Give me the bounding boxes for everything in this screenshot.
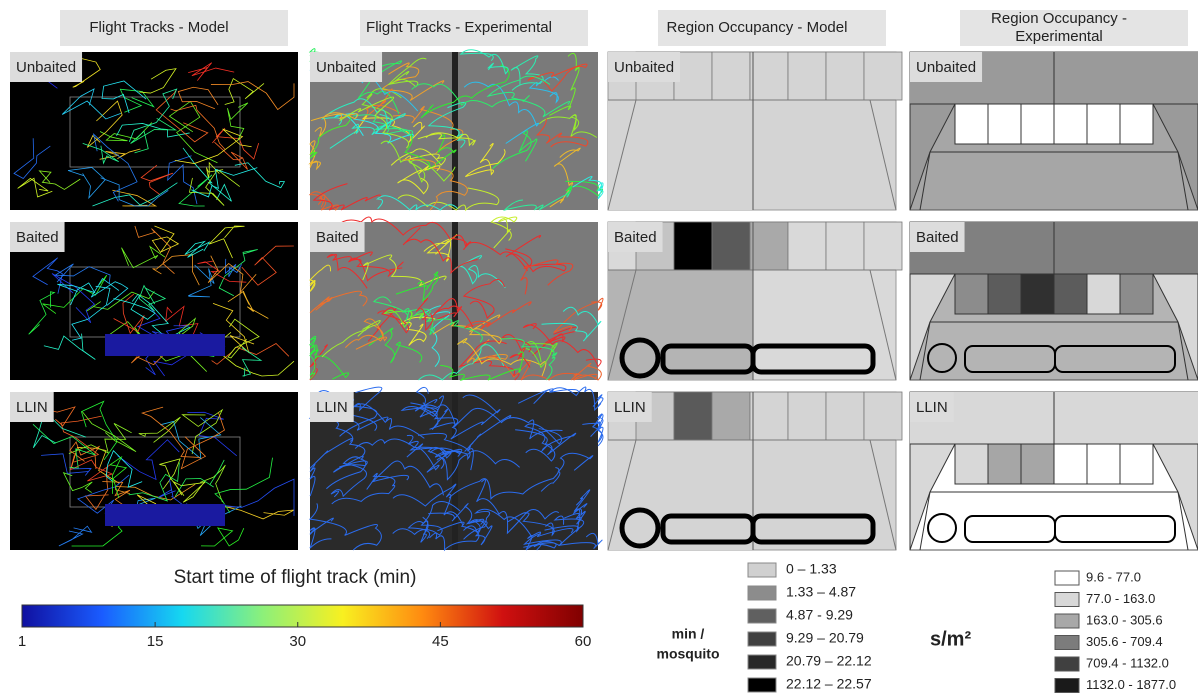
region-cell [955, 444, 988, 484]
region-cell [1021, 274, 1054, 314]
region-cell [988, 444, 1021, 484]
region-cell [955, 274, 988, 314]
row-label: Baited [316, 229, 359, 246]
region [608, 270, 753, 380]
legend-swatch [1055, 593, 1079, 607]
region-cell [1054, 444, 1087, 484]
colorbar [22, 605, 583, 627]
region-cell [1120, 444, 1153, 484]
row-label: LLIN [316, 399, 348, 416]
region-cell [750, 392, 788, 440]
colorbar-tick-label: 30 [289, 633, 306, 650]
region-cell [712, 52, 750, 100]
region-cell [1087, 444, 1120, 484]
region [608, 100, 753, 210]
region-cell [1120, 274, 1153, 314]
row-label: Baited [916, 229, 959, 246]
legend-label: 20.79 – 22.12 [786, 653, 872, 669]
bed [105, 334, 225, 356]
region-cell [864, 52, 902, 100]
region-cell [788, 222, 826, 270]
colorbar-tick-label: 1 [18, 633, 26, 650]
region-cell [988, 104, 1021, 144]
figure: Flight Tracks - Model Flight Tracks - Exp… [0, 0, 1198, 695]
row-label: Baited [16, 229, 59, 246]
row-label: LLIN [16, 399, 48, 416]
legend-label: 0 – 1.33 [786, 561, 837, 577]
region-cell [988, 274, 1021, 314]
legend-title: min / [672, 626, 705, 642]
legend-swatch [748, 586, 776, 600]
legend-swatch [1055, 679, 1079, 693]
row-label: Unbaited [316, 59, 376, 76]
header: Region Occupancy - [991, 10, 1127, 27]
legend-label: 1132.0 - 1877.0 [1086, 677, 1176, 692]
header: Experimental [1015, 28, 1103, 45]
row-label: LLIN [614, 399, 646, 416]
colorbar-tick-label: 60 [575, 633, 592, 650]
legend-swatch [1055, 571, 1079, 585]
legend-label: 9.6 - 77.0 [1086, 569, 1141, 584]
region-cell [826, 222, 864, 270]
row-label: Baited [614, 229, 657, 246]
legend-swatch [748, 609, 776, 623]
row-label: Unbaited [614, 59, 674, 76]
legend-swatch [748, 632, 776, 646]
legend-title: mosquito [657, 646, 720, 662]
row-label: LLIN [916, 399, 948, 416]
legend-label: 1.33 – 4.87 [786, 584, 856, 600]
legend-label: 163.0 - 305.6 [1086, 612, 1163, 627]
region-cell [674, 392, 712, 440]
region-cell [788, 392, 826, 440]
region-cell [1021, 104, 1054, 144]
region-cell [1054, 104, 1087, 144]
legend-title: s/m² [930, 628, 971, 650]
bed [105, 504, 225, 526]
legend-swatch [748, 678, 776, 692]
colorbar-title: Start time of flight track (min) [174, 567, 417, 588]
legend-label: 709.4 - 1132.0 [1086, 655, 1169, 670]
region-cell [826, 52, 864, 100]
legend-swatch [1055, 657, 1079, 671]
region-cell [788, 52, 826, 100]
region-cell [1021, 444, 1054, 484]
header: Flight Tracks - Model [89, 19, 228, 36]
region-cell [1120, 104, 1153, 144]
legend-swatch [748, 563, 776, 577]
legend-label: 305.6 - 709.4 [1086, 634, 1163, 649]
region-cell [864, 392, 902, 440]
region-cell [750, 222, 788, 270]
header: Region Occupancy - Model [667, 19, 848, 36]
region [608, 440, 753, 550]
region-cell [826, 392, 864, 440]
legend-swatch [1055, 614, 1079, 628]
legend-label: 4.87 - 9.29 [786, 607, 853, 623]
region-cell [864, 222, 902, 270]
region-cell [1087, 104, 1120, 144]
header: Flight Tracks - Experimental [366, 19, 552, 36]
legend-swatch [1055, 636, 1079, 650]
legend-label: 77.0 - 163.0 [1086, 591, 1155, 606]
region-cell [955, 104, 988, 144]
region-cell [750, 52, 788, 100]
region-cell [674, 222, 712, 270]
region-cell [1054, 274, 1087, 314]
legend-swatch [748, 655, 776, 669]
region-cell [712, 392, 750, 440]
colorbar-tick-label: 15 [147, 633, 164, 650]
colorbar-tick-label: 45 [432, 633, 449, 650]
row-label: Unbaited [16, 59, 76, 76]
legend-label: 22.12 – 22.57 [786, 676, 872, 692]
region-cell [712, 222, 750, 270]
row-label: Unbaited [916, 59, 976, 76]
region-cell [1087, 274, 1120, 314]
legend-label: 9.29 – 20.79 [786, 630, 864, 646]
